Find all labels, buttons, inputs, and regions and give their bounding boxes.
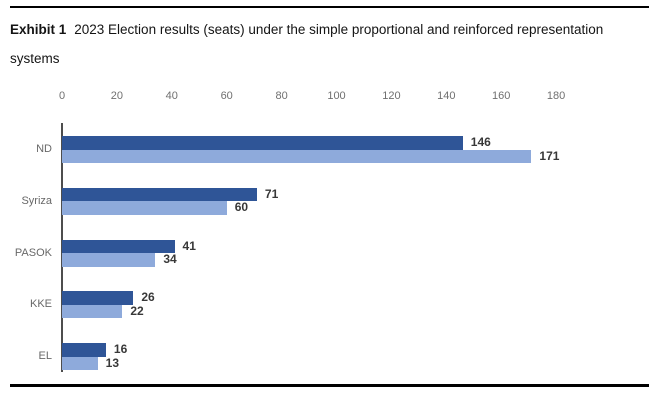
- bar-group: EL 16 13: [39, 342, 655, 370]
- bar-simple-proportional: [62, 187, 257, 202]
- value-label-simple-proportional: 16: [113, 342, 128, 356]
- category-label: PASOK: [14, 246, 52, 259]
- value-label-simple-proportional: 71: [264, 186, 279, 201]
- exhibit-title: Exhibit 1 2023 Election results (seats) u…: [10, 15, 650, 73]
- value-label-reinforced-representation: 171: [539, 148, 560, 163]
- x-tick-label: 140: [437, 90, 456, 102]
- value-label-reinforced-representation: 22: [130, 303, 144, 318]
- value-label-reinforced-representation: 34: [163, 252, 177, 266]
- value-label-simple-proportional: 41: [182, 238, 196, 253]
- bar-reinforced-representation: [62, 356, 98, 370]
- value-label-simple-proportional: 26: [141, 290, 155, 305]
- value-label-reinforced-representation: 13: [105, 355, 120, 370]
- bar-simple-proportional: [62, 239, 175, 253]
- x-tick-label: 180: [546, 90, 566, 102]
- bar-simple-proportional: [62, 291, 134, 305]
- bottom-rule: [10, 384, 649, 387]
- bar-group: Syriza 71 60: [21, 186, 655, 215]
- x-tick-label: 80: [275, 90, 288, 102]
- value-label-reinforced-representation: 60: [234, 200, 249, 215]
- bar-reinforced-representation: [62, 201, 227, 215]
- title-text: 2023 Election results (seats) under the …: [74, 22, 604, 37]
- x-tick-label: 100: [327, 90, 346, 102]
- x-tick-label: 120: [382, 90, 401, 102]
- bar-reinforced-representation: [62, 253, 156, 267]
- bar-group: ND 146 171: [36, 135, 655, 163]
- x-axis: 0 20 40 60 80 100 120 140 160 180: [0, 90, 655, 104]
- x-tick-label: 40: [165, 90, 178, 102]
- category-label: KKE: [29, 298, 52, 311]
- top-rule: [10, 6, 649, 8]
- x-tick-label: 20: [110, 90, 124, 102]
- x-tick-label: 0: [58, 90, 66, 102]
- category-label: Syriza: [21, 194, 52, 207]
- bar-simple-proportional: [62, 136, 463, 150]
- bar-group: KKE 26 22: [30, 290, 655, 319]
- bar-simple-proportional: [62, 343, 106, 357]
- bar-group: PASOK 41 34: [15, 238, 655, 267]
- category-label: EL: [38, 350, 52, 362]
- bar-reinforced-representation: [62, 149, 532, 163]
- exhibit-label: Exhibit 1: [10, 22, 67, 37]
- x-tick-label: 160: [492, 90, 511, 102]
- value-label-simple-proportional: 146: [470, 135, 491, 149]
- category-label: ND: [36, 143, 52, 155]
- x-tick-label: 60: [220, 90, 233, 102]
- title-line-1: Exhibit 1 2023 Election results (seats) u…: [10, 15, 650, 44]
- title-line-2: systems: [10, 51, 60, 66]
- bar-reinforced-representation: [62, 304, 123, 319]
